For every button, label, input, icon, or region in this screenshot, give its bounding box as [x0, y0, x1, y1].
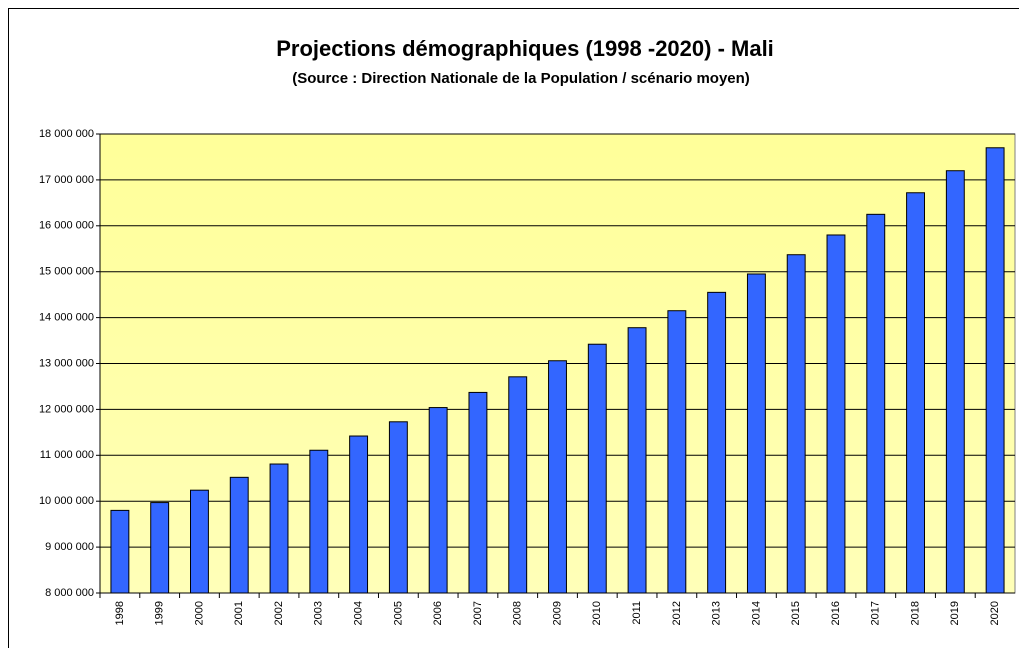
- bar: [110, 509, 130, 594]
- x-tick-label: 2004: [352, 601, 364, 625]
- y-tick-label: 14 000 000: [39, 312, 94, 324]
- bar: [826, 234, 846, 594]
- y-tick-label: 15 000 000: [39, 266, 94, 278]
- bar: [906, 192, 925, 594]
- bar: [269, 463, 289, 594]
- bar: [349, 435, 369, 594]
- y-tick-label: 10 000 000: [39, 495, 94, 507]
- bar: [150, 502, 170, 594]
- x-tick-label: 2005: [392, 601, 404, 625]
- x-tick-label: 2002: [273, 601, 285, 625]
- y-tick-label: 13 000 000: [39, 357, 94, 369]
- x-tick-label: 2006: [432, 601, 444, 625]
- bar: [945, 170, 965, 594]
- x-tick-label: 2014: [750, 601, 762, 625]
- x-tick-label: 2008: [512, 601, 524, 625]
- y-tick-label: 16 000 000: [39, 220, 94, 232]
- y-tick-label: 18 000 000: [39, 128, 94, 140]
- x-tick-label: 2015: [790, 601, 802, 625]
- bar: [468, 391, 488, 594]
- x-tick-label: 1999: [154, 601, 166, 625]
- bar: [746, 273, 766, 594]
- x-tick-label: 2013: [711, 601, 723, 625]
- bar: [627, 327, 647, 594]
- x-tick-label: 2011: [631, 601, 643, 625]
- x-tick-label: 2016: [830, 601, 842, 625]
- x-tick-label: 2003: [313, 601, 325, 625]
- x-tick-label: 1998: [114, 601, 126, 625]
- bar: [388, 421, 408, 594]
- bar: [866, 213, 886, 594]
- x-tick-label: 2001: [233, 601, 245, 625]
- y-tick-label: 11 000 000: [40, 449, 94, 461]
- bar: [508, 376, 528, 594]
- bar: [587, 343, 607, 594]
- x-tick-label: 2017: [870, 601, 882, 625]
- y-tick-label: 9 000 000: [45, 541, 94, 553]
- x-tick-label: 2000: [193, 601, 205, 625]
- x-tick-label: 2019: [949, 601, 961, 625]
- x-tick-label: 2007: [472, 601, 484, 625]
- x-tick-label: 2009: [551, 601, 563, 625]
- x-tick-label: 2018: [909, 601, 921, 625]
- bar: [309, 449, 329, 594]
- x-tick-label: 2010: [591, 601, 603, 625]
- bar: [786, 254, 806, 594]
- bar: [229, 476, 249, 594]
- bar: [428, 407, 448, 594]
- y-tick-label: 12 000 000: [39, 403, 94, 415]
- bar: [548, 360, 567, 594]
- x-tick-label: 2012: [671, 601, 683, 625]
- x-tick-label: 2020: [989, 601, 1001, 625]
- bar: [190, 489, 209, 594]
- bar: [707, 291, 727, 594]
- chart-title: Projections démographiques (1998 -2020) …: [276, 36, 774, 61]
- bar: [667, 310, 687, 594]
- y-tick-label: 17 000 000: [39, 174, 94, 186]
- bar: [985, 147, 1005, 594]
- chart-subtitle: (Source : Direction Nationale de la Popu…: [292, 70, 750, 87]
- y-tick-label: 8 000 000: [45, 587, 94, 599]
